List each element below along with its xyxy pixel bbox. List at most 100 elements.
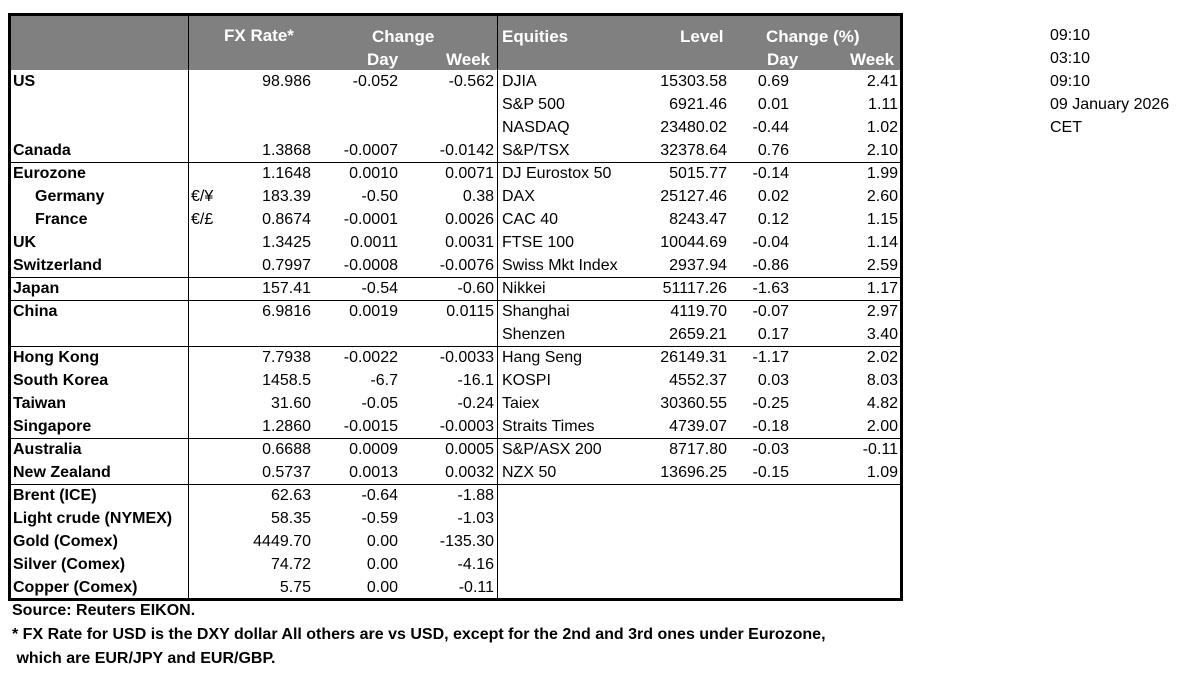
- cell-week: -4.16: [457, 556, 494, 573]
- row-name: Japan: [13, 280, 60, 297]
- cell-idx-day: 0.17: [757, 326, 789, 343]
- column-divider: [497, 16, 498, 598]
- cell-idx-day: -0.25: [752, 395, 789, 412]
- cell-day: -0.0001: [343, 211, 398, 228]
- cell-idx-day: -0.04: [752, 234, 789, 251]
- table-header: FX Rate* Change Day Week Equities Level …: [11, 16, 900, 70]
- cell-idx-week: -0.11: [862, 441, 898, 458]
- cell-level: 26149.31: [660, 349, 727, 366]
- cell-rate: 5.75: [279, 579, 311, 596]
- cell-week: 0.0032: [445, 464, 494, 481]
- cell-week: 0.0115: [446, 303, 494, 320]
- group-separator: [11, 346, 900, 347]
- cell-day: 0.0019: [349, 303, 398, 320]
- header-eq-week: Week: [850, 50, 895, 69]
- cell-day: -0.59: [361, 510, 398, 527]
- cell-idx-week: 2.59: [866, 257, 898, 274]
- cell-index: NASDAQ: [502, 119, 570, 136]
- cell-day: 0.0009: [349, 441, 398, 458]
- cell-week: 0.38: [462, 188, 494, 205]
- cell-rate: 31.60: [270, 395, 311, 412]
- cell-idx-day: -0.44: [752, 119, 789, 136]
- cell-day: -0.0015: [343, 418, 398, 435]
- cell-idx-week: 1.14: [866, 234, 898, 251]
- cell-idx-week: 2.60: [866, 188, 898, 205]
- cell-index: DJ Eurostox 50: [502, 165, 612, 182]
- cell-index: KOSPI: [502, 372, 551, 389]
- cell-level: 2937.94: [669, 257, 727, 274]
- cell-level: 8717.80: [669, 441, 727, 458]
- cell-idx-week: 3.40: [866, 326, 898, 343]
- row-name: US: [13, 73, 36, 90]
- cell-idx-day: 0.02: [757, 188, 789, 205]
- timestamp-line: 03:10: [1050, 50, 1091, 67]
- cell-rate: 7.7938: [262, 349, 311, 366]
- cell-day: -0.64: [361, 487, 398, 504]
- cell-idx-week: 1.02: [866, 119, 898, 136]
- cell-level: 2659.21: [669, 326, 727, 343]
- cell-rate: 98.986: [262, 73, 311, 90]
- cell-week: -1.88: [457, 487, 494, 504]
- cell-idx-week: 4.82: [866, 395, 898, 412]
- cell-rate: 6.9816: [262, 303, 311, 320]
- cell-level: 5015.77: [669, 165, 727, 182]
- cell-day: -0.0008: [343, 257, 398, 274]
- timestamp-line: CET: [1050, 119, 1082, 136]
- cell-idx-day: 0.69: [757, 73, 789, 90]
- cell-rate: 62.63: [270, 487, 311, 504]
- cell-rate: 1.2860: [262, 418, 311, 435]
- row-name: Eurozone: [13, 165, 86, 182]
- group-separator: [11, 277, 900, 278]
- cell-rate: 1.3868: [262, 142, 311, 159]
- cell-rate: 157.41: [262, 280, 311, 297]
- cell-idx-week: 2.00: [866, 418, 898, 435]
- row-name: Hong Kong: [13, 349, 100, 366]
- cell-rate: 0.7997: [262, 257, 311, 274]
- cell-week: 0.0005: [445, 441, 494, 458]
- cell-index: Shenzen: [502, 326, 566, 343]
- cell-idx-day: 0.76: [757, 142, 789, 159]
- cell-day: -0.05: [361, 395, 398, 412]
- cell-index: Hang Seng: [502, 349, 583, 366]
- row-name: South Korea: [13, 372, 109, 389]
- header-change: Change: [372, 27, 435, 46]
- cell-day: 0.00: [366, 533, 398, 550]
- timestamp-line: 09:10: [1050, 73, 1091, 90]
- cell-idx-day: -0.86: [752, 257, 789, 274]
- row-name: France: [35, 211, 88, 228]
- cell-level: 4119.70: [670, 303, 727, 320]
- cell-day: -0.54: [361, 280, 398, 297]
- cell-week: -1.03: [457, 510, 494, 527]
- row-name: Silver (Comex): [13, 556, 126, 573]
- cell-index: CAC 40: [502, 211, 559, 228]
- cell-idx-week: 1.17: [866, 280, 898, 297]
- cell-week: -0.24: [457, 395, 494, 412]
- cell-index: Nikkei: [502, 280, 546, 297]
- cell-idx-day: -1.17: [752, 349, 789, 366]
- cell-idx-day: -0.15: [752, 464, 789, 481]
- cell-idx-day: -0.14: [752, 165, 789, 182]
- header-eq-day: Day: [767, 50, 799, 69]
- cell-rate: 58.35: [270, 510, 311, 527]
- cell-day: -0.0007: [343, 142, 398, 159]
- header-change-pct: Change (%): [766, 27, 860, 46]
- cell-level: 4552.37: [669, 372, 727, 389]
- cell-index: S&P/ASX 200: [502, 441, 602, 458]
- cell-rate: 0.6688: [262, 441, 311, 458]
- group-separator: [11, 162, 900, 163]
- cell-idx-day: -0.07: [752, 303, 789, 320]
- cell-day: -6.7: [370, 372, 398, 389]
- row-name: Canada: [13, 142, 71, 159]
- column-divider: [188, 16, 189, 598]
- cell-week: -0.562: [448, 73, 494, 90]
- cell-level: 15303.58: [660, 73, 727, 90]
- cell-week: -0.60: [457, 280, 494, 297]
- cell-idx-week: 8.03: [866, 372, 898, 389]
- cell-idx-day: 0.03: [757, 372, 789, 389]
- cell-week: -16.1: [457, 372, 494, 389]
- cell-idx-day: -0.18: [752, 418, 789, 435]
- cell-rate: 183.39: [262, 188, 311, 205]
- cell-day: 0.0011: [350, 234, 398, 251]
- cell-index: Swiss Mkt Index: [502, 257, 618, 274]
- cell-level: 10044.69: [660, 234, 727, 251]
